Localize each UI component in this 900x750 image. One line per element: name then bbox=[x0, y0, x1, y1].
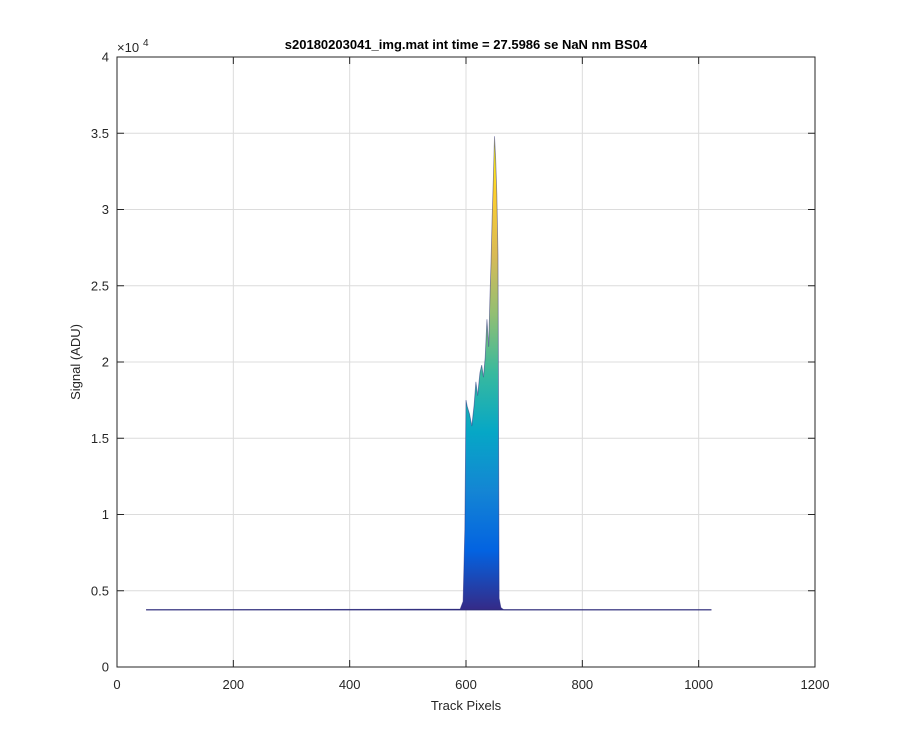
x-tick-label: 600 bbox=[455, 677, 477, 692]
y-tick-label: 2.5 bbox=[91, 278, 109, 293]
y-tick-label: 4 bbox=[102, 50, 109, 65]
grid-lines bbox=[117, 57, 815, 667]
chart-title: s20180203041_img.mat int time = 27.5986 … bbox=[285, 37, 648, 52]
y-tick-label: 1.5 bbox=[91, 431, 109, 446]
signal-edge-line bbox=[146, 136, 712, 611]
y-exponent: ×10 4 bbox=[117, 38, 149, 55]
y-tick-label: 3.5 bbox=[91, 126, 109, 141]
x-tick-label: 200 bbox=[222, 677, 244, 692]
series-layer bbox=[146, 136, 712, 611]
x-tick-label: 1200 bbox=[801, 677, 830, 692]
x-tick-label: 1000 bbox=[684, 677, 713, 692]
y-tick-label: 0 bbox=[102, 660, 109, 675]
y-axis-label: Signal (ADU) bbox=[68, 324, 83, 400]
y-exponent-base: ×10 bbox=[117, 40, 139, 55]
y-tick-label: 2 bbox=[102, 355, 109, 370]
y-tick-labels: 0 0.5 1 1.5 2 2.5 3 3.5 4 bbox=[91, 50, 109, 675]
y-tick-label: 3 bbox=[102, 202, 109, 217]
x-axis-label: Track Pixels bbox=[431, 698, 502, 713]
x-tick-label: 800 bbox=[571, 677, 593, 692]
tick-marks bbox=[116, 56, 816, 668]
y-exponent-power: 4 bbox=[143, 38, 149, 49]
y-tick-label: 0.5 bbox=[91, 583, 109, 598]
x-tick-labels: 0 200 400 600 800 1000 1200 bbox=[113, 677, 829, 692]
x-tick-label: 400 bbox=[339, 677, 361, 692]
x-tick-label: 0 bbox=[113, 677, 120, 692]
y-tick-label: 1 bbox=[102, 507, 109, 522]
